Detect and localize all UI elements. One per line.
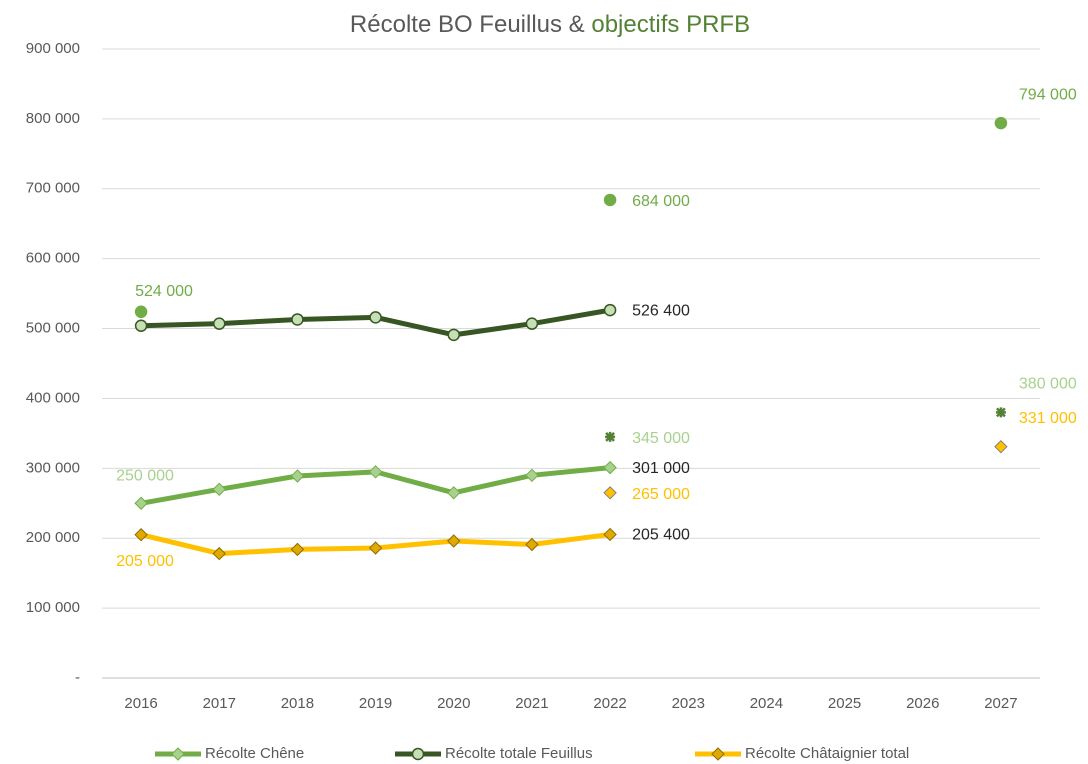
x-tick-label: 2020 bbox=[437, 695, 470, 712]
legend-marker bbox=[411, 747, 425, 761]
marker bbox=[134, 305, 148, 319]
y-tick-label: 200 000 bbox=[26, 529, 80, 546]
data-label: 794 000 bbox=[1019, 86, 1077, 103]
x-tick-label: 2021 bbox=[515, 695, 548, 712]
marker bbox=[603, 303, 617, 317]
marker bbox=[290, 542, 305, 557]
marker bbox=[134, 496, 148, 510]
marker bbox=[368, 541, 383, 555]
data-label: 684 000 bbox=[632, 193, 690, 210]
marker bbox=[525, 317, 539, 330]
legend-label: Récolte totale Feuillus bbox=[445, 745, 593, 762]
marker bbox=[603, 193, 617, 207]
marker bbox=[368, 465, 383, 479]
marker bbox=[995, 407, 1006, 418]
data-label: 345 000 bbox=[632, 430, 690, 447]
legend-marker bbox=[711, 747, 725, 761]
marker bbox=[134, 528, 148, 542]
marker bbox=[603, 527, 617, 542]
data-label: 524 000 bbox=[135, 283, 193, 300]
chart-title: Récolte BO Feuillus & objectifs PRFB bbox=[350, 11, 750, 38]
data-label: 205 000 bbox=[116, 553, 174, 570]
marker bbox=[134, 319, 148, 333]
y-tick-label: 800 000 bbox=[26, 110, 80, 127]
marker bbox=[447, 486, 461, 500]
y-tick-label: 600 000 bbox=[26, 250, 80, 267]
marker bbox=[994, 439, 1008, 454]
data-label: 380 000 bbox=[1019, 376, 1077, 393]
y-tick-label: 400 000 bbox=[26, 389, 80, 406]
x-tick-label: 2023 bbox=[672, 695, 705, 712]
marker bbox=[994, 116, 1008, 130]
data-label: 250 000 bbox=[116, 467, 174, 484]
y-tick-label: - bbox=[75, 669, 80, 686]
data-label: 205 400 bbox=[632, 527, 690, 544]
marker bbox=[447, 534, 461, 548]
x-tick-label: 2019 bbox=[359, 695, 392, 712]
marker bbox=[605, 431, 616, 442]
data-label: 526 400 bbox=[632, 302, 690, 319]
marker bbox=[213, 317, 226, 330]
marker bbox=[603, 460, 617, 475]
marker bbox=[525, 537, 539, 552]
marker bbox=[369, 311, 382, 324]
marker bbox=[290, 469, 305, 483]
legend-label: Récolte Chêne bbox=[205, 745, 304, 762]
marker bbox=[212, 546, 226, 561]
y-tick-label: 500 000 bbox=[26, 320, 80, 337]
marker bbox=[212, 482, 226, 497]
data-label: 331 000 bbox=[1019, 410, 1077, 427]
x-tick-label: 2026 bbox=[906, 695, 939, 712]
x-tick-label: 2027 bbox=[984, 695, 1017, 712]
marker bbox=[291, 313, 304, 326]
x-tick-label: 2018 bbox=[281, 695, 314, 712]
y-tick-label: 700 000 bbox=[26, 180, 80, 197]
title-main: Récolte BO Feuillus & bbox=[350, 11, 585, 38]
legend-marker bbox=[171, 747, 185, 761]
data-label: 301 000 bbox=[632, 460, 690, 477]
x-tick-label: 2022 bbox=[593, 695, 626, 712]
x-tick-label: 2017 bbox=[203, 695, 236, 712]
marker bbox=[603, 486, 617, 500]
x-tick-label: 2016 bbox=[124, 695, 157, 712]
y-tick-label: 300 000 bbox=[26, 459, 80, 476]
y-tick-label: 100 000 bbox=[26, 599, 80, 616]
legend-label: Récolte Châtaignier total bbox=[745, 745, 909, 762]
title-highlight: objectifs PRFB bbox=[591, 11, 750, 38]
x-tick-label: 2025 bbox=[828, 695, 861, 712]
x-tick-label: 2024 bbox=[750, 695, 783, 712]
marker bbox=[525, 468, 539, 483]
marker bbox=[447, 328, 460, 342]
y-tick-label: 900 000 bbox=[26, 40, 80, 57]
data-label: 265 000 bbox=[632, 486, 690, 503]
